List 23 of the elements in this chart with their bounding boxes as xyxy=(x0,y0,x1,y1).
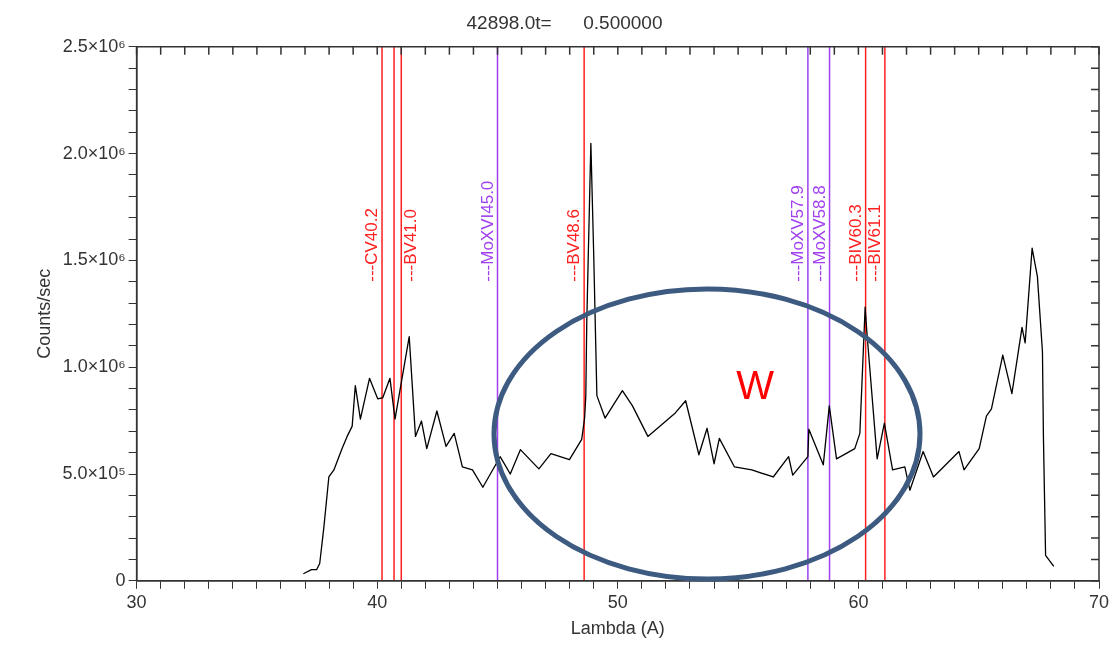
ref-line-label: ---BIV60.3 xyxy=(845,204,865,282)
y-tick-label: 1.5×10⁶ xyxy=(62,249,126,270)
y-tick-label: 1.0×10⁶ xyxy=(62,356,126,377)
ref-line-label: ---BIV61.1 xyxy=(865,204,885,282)
y-axis-title: Counts/sec xyxy=(33,268,54,359)
ref-line-label: ---BV41.0 xyxy=(401,209,421,282)
ref-line-label: ---MoXV58.8 xyxy=(809,185,829,282)
y-tick-label: 2.5×10⁶ xyxy=(62,35,126,56)
y-tick-label: 0 xyxy=(115,569,126,590)
y-tick-label: 2.0×10⁶ xyxy=(62,142,126,163)
chart-title: 42898.0t= 0.500000 xyxy=(466,11,663,33)
y-tick-label: 5.0×10⁵ xyxy=(62,462,126,483)
x-tick-label: 70 xyxy=(1088,591,1110,612)
x-tick-label: 50 xyxy=(607,591,628,612)
ref-line-label: ---MoXV57.9 xyxy=(788,185,808,282)
x-tick-label: 30 xyxy=(126,591,147,612)
x-axis-title: Lambda (A) xyxy=(570,618,665,639)
x-tick-label: 40 xyxy=(367,591,388,612)
ref-line-label: ---MoXVI45.0 xyxy=(477,180,497,282)
ref-line-label: ---CV40.2 xyxy=(362,208,382,282)
x-tick-label: 60 xyxy=(848,591,869,612)
annotation: W xyxy=(736,363,775,408)
ref-line-label: ---BV48.6 xyxy=(564,209,584,282)
